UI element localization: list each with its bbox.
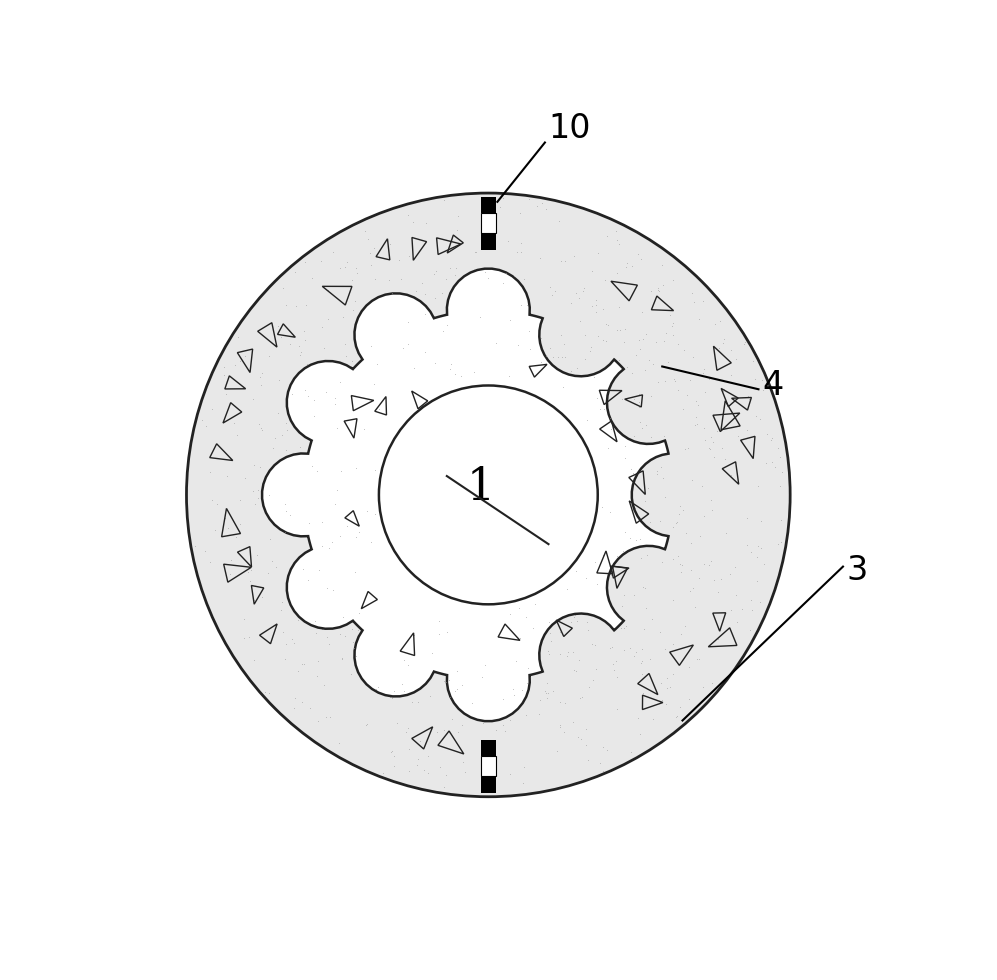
Text: 3: 3 <box>846 554 868 587</box>
Bar <box>481 740 496 757</box>
Text: 4: 4 <box>763 369 784 402</box>
Text: 10: 10 <box>548 113 591 145</box>
Text: 1: 1 <box>467 466 495 509</box>
Bar <box>481 197 496 214</box>
Circle shape <box>186 193 791 797</box>
Bar <box>481 757 496 776</box>
Bar <box>481 233 496 250</box>
Polygon shape <box>262 269 669 721</box>
Bar <box>481 776 496 793</box>
Bar <box>481 214 496 233</box>
Circle shape <box>379 385 598 605</box>
